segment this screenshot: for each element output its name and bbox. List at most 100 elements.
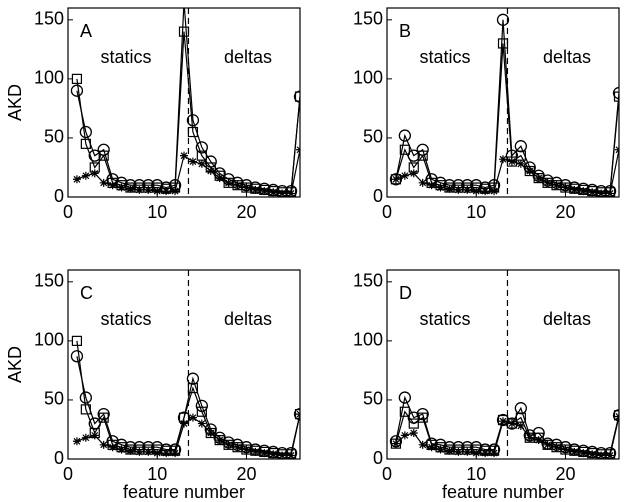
marker-circle [195, 141, 208, 154]
marker-star [144, 447, 153, 456]
marker-star [126, 184, 135, 193]
marker-star [126, 446, 135, 455]
marker-star [490, 449, 499, 458]
marker-square [71, 73, 83, 84]
marker-circle [97, 407, 110, 421]
x-tick-label: 20 [555, 202, 575, 222]
y-tick-label: 50 [363, 389, 383, 409]
marker-star [516, 159, 525, 168]
marker-square [187, 126, 199, 138]
x-tick-label: 0 [382, 464, 392, 484]
marker-square [98, 150, 109, 161]
marker-star [445, 184, 454, 193]
marker-star [597, 451, 606, 459]
marker-circle [182, 8, 186, 9]
marker-star [552, 443, 561, 452]
marker-square [178, 26, 190, 37]
marker-star [72, 175, 81, 184]
marker-star [260, 449, 269, 458]
marker-star [108, 181, 117, 190]
marker-star [117, 183, 126, 192]
marker-star [606, 451, 615, 459]
region-label: statics [100, 47, 151, 67]
marker-star [251, 185, 260, 194]
marker-star [454, 447, 463, 456]
marker-square [187, 383, 199, 394]
marker-star [180, 419, 188, 428]
marker-star [153, 449, 162, 458]
x-tick-label: 20 [555, 464, 575, 484]
marker-square [613, 91, 619, 102]
marker-star [597, 189, 606, 197]
x-tick-label: 10 [466, 464, 486, 484]
marker-star [391, 175, 400, 184]
marker-star [233, 443, 242, 452]
marker-square [80, 404, 91, 415]
y-tick-label: 50 [44, 127, 64, 147]
marker-star [269, 450, 278, 459]
marker-star [224, 178, 233, 187]
marker-star [499, 155, 507, 164]
marker-star [463, 185, 472, 194]
marker-star [251, 447, 260, 456]
marker-star [269, 188, 278, 197]
y-tick-label: 100 [34, 68, 64, 88]
plot-area [70, 335, 300, 459]
marker-star [561, 445, 570, 454]
region-label: statics [419, 309, 470, 329]
marker-star [588, 450, 597, 459]
x-tick-label: 0 [382, 202, 392, 222]
marker-circle [505, 417, 519, 430]
y-tick-label: 0 [54, 448, 64, 468]
marker-circle [612, 409, 619, 422]
marker-star [552, 181, 561, 190]
marker-star [90, 169, 99, 178]
x-tick-label: 10 [147, 464, 167, 484]
series-line [76, 8, 300, 192]
marker-star [409, 429, 418, 438]
marker-star [606, 189, 615, 197]
marker-star [391, 439, 400, 448]
y-tick-label: 150 [353, 9, 383, 29]
x-tick-label: 0 [63, 202, 73, 222]
region-label: statics [100, 309, 151, 329]
marker-circle [88, 149, 101, 162]
y-tick-label: 100 [353, 330, 383, 350]
marker-circle [79, 125, 92, 139]
y-tick-label: 50 [363, 127, 383, 147]
plot-area [389, 13, 619, 197]
marker-star [171, 449, 180, 458]
marker-star [534, 436, 543, 445]
marker-circle [70, 350, 84, 363]
y-tick-label: 0 [54, 186, 64, 206]
marker-star [579, 187, 588, 196]
marker-star [427, 443, 436, 452]
x-axis-label: feature number [442, 482, 564, 502]
marker-star [427, 181, 436, 190]
marker-star [278, 189, 287, 197]
marker-star [400, 171, 409, 180]
marker-star [206, 429, 215, 438]
marker-circle [293, 407, 300, 421]
marker-circle [612, 86, 619, 100]
marker-star [400, 431, 409, 440]
marker-square [613, 410, 619, 421]
marker-circle [398, 129, 411, 142]
marker-star [615, 412, 619, 421]
axes-box [67, 269, 301, 460]
marker-star [561, 183, 570, 192]
panel-label: B [399, 21, 411, 41]
region-label: deltas [224, 309, 272, 329]
marker-circle [293, 90, 300, 103]
x-tick-label: 20 [236, 202, 256, 222]
marker-star [534, 174, 543, 183]
marker-star [507, 419, 516, 428]
x-tick-label: 0 [63, 464, 73, 484]
marker-star [90, 431, 99, 440]
region-label: deltas [224, 47, 272, 67]
marker-square [196, 406, 207, 417]
marker-square [497, 38, 509, 49]
marker-star [296, 410, 300, 419]
